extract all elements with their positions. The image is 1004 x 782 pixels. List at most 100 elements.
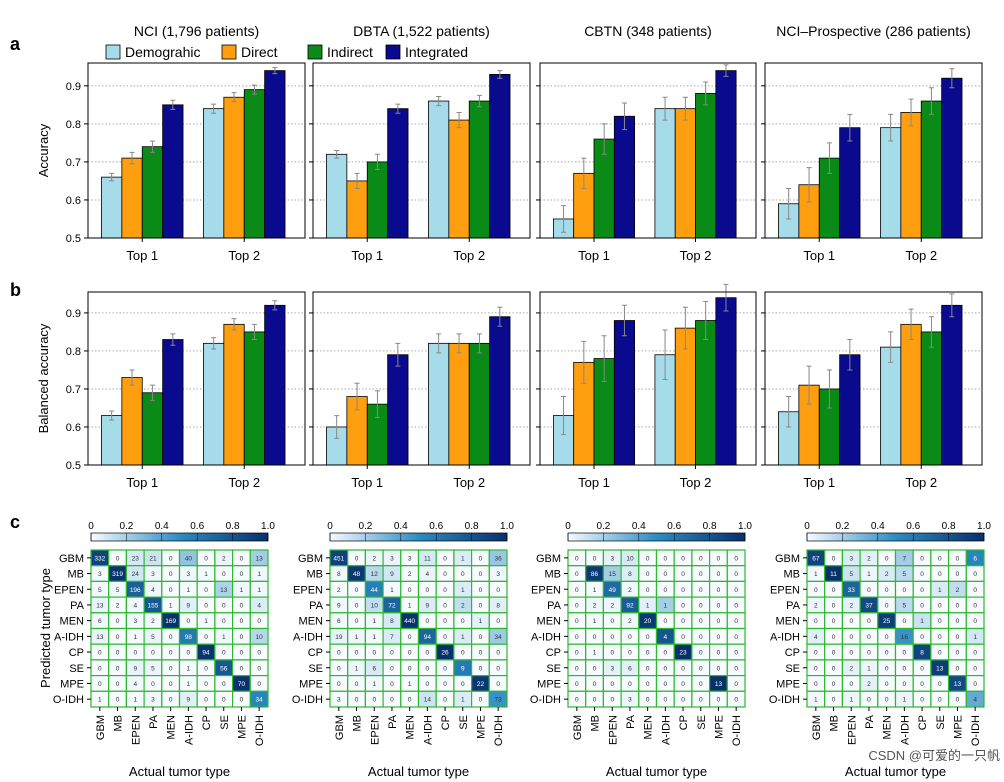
cell-value: 0 (664, 650, 668, 657)
cell-value: 0 (443, 571, 447, 578)
cell-value: 1 (973, 634, 977, 641)
legend-label: Direct (241, 44, 278, 60)
error-bar (149, 140, 155, 153)
cell-value: 0 (496, 618, 500, 625)
cell-value: 33 (848, 587, 856, 594)
bar-demograhic (880, 127, 902, 239)
colorbar-tick-label: 0 (327, 521, 333, 532)
cell-value: 0 (849, 618, 853, 625)
error-bar (561, 205, 567, 233)
error-bar (847, 339, 853, 371)
error-bar (129, 369, 135, 386)
cell-value: 0 (610, 618, 614, 625)
bar-indirect (920, 331, 943, 466)
cell-value: 0 (575, 555, 579, 562)
error-bar (888, 331, 894, 363)
cell-value: 73 (495, 697, 503, 704)
bar-integrated (489, 74, 511, 239)
cell-value: 40 (185, 555, 193, 562)
bar-panel: 0.5 0.6 0.7 0.8 0.9 Top 1 Top 2 (66, 62, 306, 263)
plot-frame (312, 291, 531, 466)
panel-letter-c: c (10, 512, 20, 532)
cell-value: 0 (717, 618, 721, 625)
y-tick-label: CP (69, 647, 84, 659)
cell-value: 0 (151, 681, 155, 688)
cell-value: 0 (699, 618, 703, 625)
colorbar-tick-label: 0.8 (942, 521, 956, 532)
cell-value: 0 (169, 555, 173, 562)
cell-value: 0 (116, 618, 120, 625)
cell-value: 0 (222, 697, 226, 704)
cell-value: 13 (96, 634, 104, 641)
cell-value: 0 (479, 571, 483, 578)
x-axis-label: Actual tumor type (606, 764, 707, 779)
error-bar (272, 300, 278, 311)
y-tick-label: CP (785, 647, 800, 659)
error-bar (170, 99, 176, 110)
cell-value: 3 (408, 555, 412, 562)
error-bar (476, 333, 482, 354)
cell-value: 0 (734, 681, 738, 688)
cell-value: 1 (355, 634, 359, 641)
cell-value: 0 (116, 681, 120, 688)
error-bar (334, 415, 340, 439)
x-tick-label: Top 1 (351, 475, 383, 490)
error-bar (497, 70, 503, 79)
y-tick-label: PA (309, 600, 324, 612)
cell-value: 0 (956, 665, 960, 672)
x-axis-label: Actual tumor type (368, 764, 469, 779)
cell-value: 0 (734, 602, 738, 609)
cell-value: 3 (151, 697, 155, 704)
cell-value: 0 (222, 618, 226, 625)
cell-value: 0 (575, 634, 579, 641)
bar-panel: 0.5 0.6 0.7 0.8 0.9 Top 1 Top 2 (66, 291, 306, 490)
cell-value: 5 (151, 634, 155, 641)
x-tick-label: CP (201, 715, 213, 730)
cell-value: 0 (938, 650, 942, 657)
y-tick-label: EPEN (54, 584, 84, 596)
bar-direct (223, 96, 245, 239)
cell-value: 0 (903, 650, 907, 657)
error-bar (847, 113, 853, 142)
cell-value: 10 (256, 634, 264, 641)
cell-value: 1 (593, 618, 597, 625)
bar-integrated (387, 354, 409, 466)
cell-value: 12 (371, 571, 379, 578)
cell-value: 155 (148, 602, 159, 609)
cell-value: 0 (646, 634, 650, 641)
cell-value: 0 (610, 634, 614, 641)
cell-value: 440 (404, 618, 415, 625)
cell-value: 0 (849, 634, 853, 641)
cell-value: 0 (479, 555, 483, 562)
error-bar (786, 396, 792, 428)
legend-label: Integrated (405, 44, 468, 60)
bar-direct (900, 323, 922, 466)
cell-value: 0 (479, 665, 483, 672)
cell-value: 1 (646, 602, 650, 609)
cell-value: 0 (390, 681, 394, 688)
bar-indirect (468, 100, 491, 239)
cell-value: 0 (610, 697, 614, 704)
x-tick-label: Top 2 (453, 248, 485, 263)
cell-value: 0 (920, 634, 924, 641)
bar-direct (674, 108, 696, 239)
cell-value: 0 (240, 618, 244, 625)
x-axis-label: Actual tumor type (845, 764, 946, 779)
cell-value: 1 (461, 634, 465, 641)
error-bar (662, 96, 668, 121)
cell-value: 3 (610, 555, 614, 562)
cell-value: 1 (257, 587, 261, 594)
panel-letter-b: b (10, 280, 21, 300)
y-tick-label: SE (308, 663, 323, 675)
cell-value: 26 (441, 650, 449, 657)
cell-value: 0 (355, 697, 359, 704)
cell-value: 0 (938, 697, 942, 704)
cell-value: 1 (204, 571, 208, 578)
bar-indirect (920, 100, 943, 239)
cell-value: 1 (187, 665, 191, 672)
cell-value: 0 (717, 665, 721, 672)
cell-value: 0 (443, 555, 447, 562)
cell-value: 0 (169, 634, 173, 641)
cell-value: 3 (337, 697, 341, 704)
cell-value: 3 (98, 571, 102, 578)
